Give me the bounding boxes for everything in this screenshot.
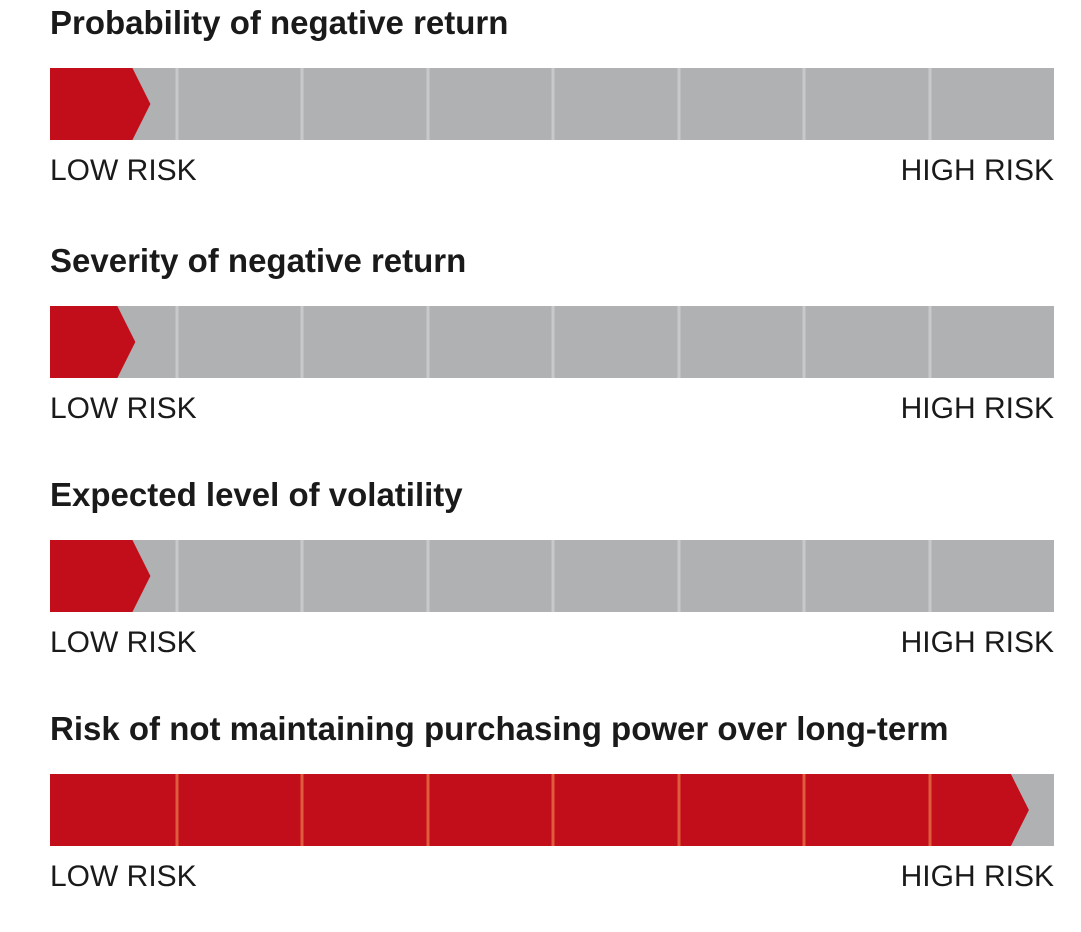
risk-level-indicator — [50, 68, 151, 140]
high-risk-label: HIGH RISK — [900, 154, 1054, 187]
risk-scale-bar — [50, 68, 1054, 140]
risk-level-indicator — [50, 306, 136, 378]
low-risk-label: LOW RISK — [50, 860, 197, 893]
segment-divider — [300, 540, 304, 612]
risk-scale-bar — [50, 774, 1054, 846]
segment-divider — [426, 68, 430, 140]
risk-scale-graphic — [50, 68, 1054, 140]
low-risk-label: LOW RISK — [50, 154, 197, 187]
segment-divider — [175, 540, 179, 612]
segment-divider — [551, 774, 555, 846]
segment-divider — [802, 306, 806, 378]
risk-scale-bar — [50, 540, 1054, 612]
segment-divider — [175, 774, 179, 846]
segment-divider — [802, 540, 806, 612]
segment-divider — [677, 68, 681, 140]
segment-divider — [175, 306, 179, 378]
risk-level-indicator — [50, 774, 1029, 846]
segment-divider — [551, 68, 555, 140]
segment-divider — [928, 774, 932, 846]
segment-divider — [426, 306, 430, 378]
segment-divider — [426, 540, 430, 612]
gauge-title: Risk of not maintaining purchasing power… — [50, 710, 949, 747]
low-risk-label: LOW RISK — [50, 392, 197, 425]
segment-divider — [426, 774, 430, 846]
segment-divider — [677, 540, 681, 612]
segment-divider — [551, 306, 555, 378]
risk-scale-graphic — [50, 306, 1054, 378]
risk-scale-bar — [50, 306, 1054, 378]
segment-divider — [677, 306, 681, 378]
segment-divider — [677, 774, 681, 846]
segment-divider — [928, 68, 932, 140]
risk-scale-graphic — [50, 540, 1054, 612]
segment-divider — [551, 540, 555, 612]
segment-divider — [300, 774, 304, 846]
low-risk-label: LOW RISK — [50, 626, 197, 659]
segment-divider — [802, 774, 806, 846]
segment-divider — [300, 68, 304, 140]
risk-scale-graphic — [50, 774, 1054, 846]
gauge-title: Expected level of volatility — [50, 476, 463, 513]
segment-divider — [300, 306, 304, 378]
gauge-title: Severity of negative return — [50, 242, 467, 279]
high-risk-label: HIGH RISK — [900, 392, 1054, 425]
segment-divider — [175, 68, 179, 140]
gauge-title: Probability of negative return — [50, 4, 509, 41]
segment-divider — [802, 68, 806, 140]
risk-level-indicator — [50, 540, 151, 612]
high-risk-label: HIGH RISK — [900, 626, 1054, 659]
high-risk-label: HIGH RISK — [900, 860, 1054, 893]
segment-divider — [928, 540, 932, 612]
segment-divider — [928, 306, 932, 378]
